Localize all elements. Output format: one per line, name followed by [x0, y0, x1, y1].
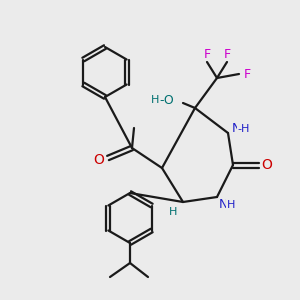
Text: N: N [231, 122, 241, 136]
Text: N: N [218, 199, 228, 212]
Text: -H: -H [238, 124, 250, 134]
Text: H: H [151, 95, 159, 105]
Text: -O: -O [160, 94, 174, 106]
Text: F: F [243, 68, 250, 80]
Text: H: H [227, 200, 235, 210]
Text: O: O [262, 158, 272, 172]
Text: O: O [94, 153, 104, 167]
Text: F: F [203, 47, 211, 61]
Text: F: F [224, 47, 231, 61]
Text: H: H [169, 207, 177, 217]
